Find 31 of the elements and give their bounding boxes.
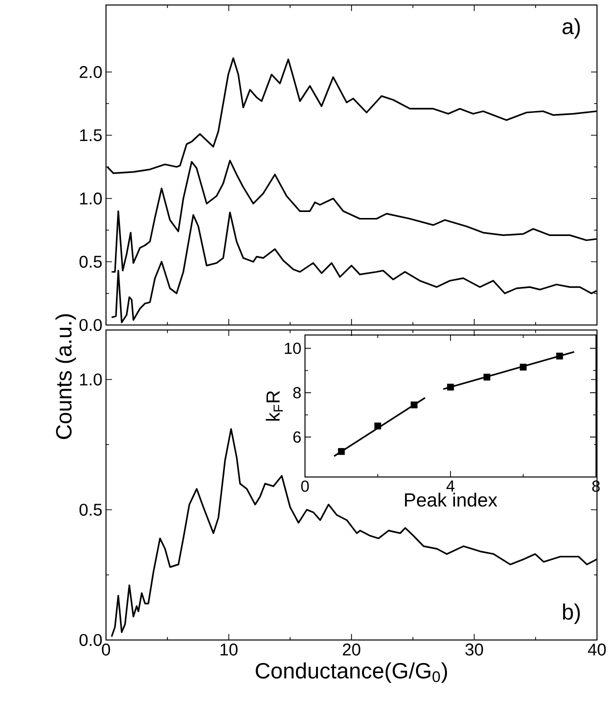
point (410, 401, 418, 408)
point (374, 422, 382, 430)
y-tick-label: 10 (284, 342, 301, 354)
y-tick-label: 0.0 (79, 634, 102, 646)
y-tick-label: 0.0 (79, 318, 102, 332)
point (447, 384, 454, 391)
x-tick-label: 30 (465, 644, 484, 656)
y-tick-label: 6 (293, 431, 301, 443)
y-tick-label: 0.5 (79, 504, 102, 516)
x-tick-label: 10 (220, 644, 238, 656)
x-tick-label: 40 (588, 644, 606, 656)
annotation: b) (563, 604, 580, 624)
x-axis-title: Peak index (405, 492, 498, 507)
annotation: a) (562, 18, 580, 39)
x-tick-label: 20 (342, 644, 360, 656)
point (520, 364, 527, 371)
y-tick-label: 2.0 (80, 66, 102, 78)
y-axis-title: Counts (a.u.) (55, 314, 76, 439)
y-tick-label: 1.0 (80, 192, 102, 205)
y-axis-title: k$_{F}$R (266, 390, 283, 421)
y-tick-label: 0.5 (79, 256, 102, 268)
y-tick-label: 8 (293, 387, 301, 398)
y-tick-label: 1.0 (80, 373, 102, 386)
x-tick-label: 4 (446, 480, 454, 492)
x-tick-label: 0 (301, 480, 309, 492)
x-tick-label: 0 (102, 644, 110, 656)
point (483, 374, 490, 381)
x-axis-title: Conductance(G/G$_{0}$) (256, 662, 447, 683)
point (556, 352, 564, 360)
point (338, 448, 345, 455)
y-tick-label: 1.5 (80, 129, 102, 142)
